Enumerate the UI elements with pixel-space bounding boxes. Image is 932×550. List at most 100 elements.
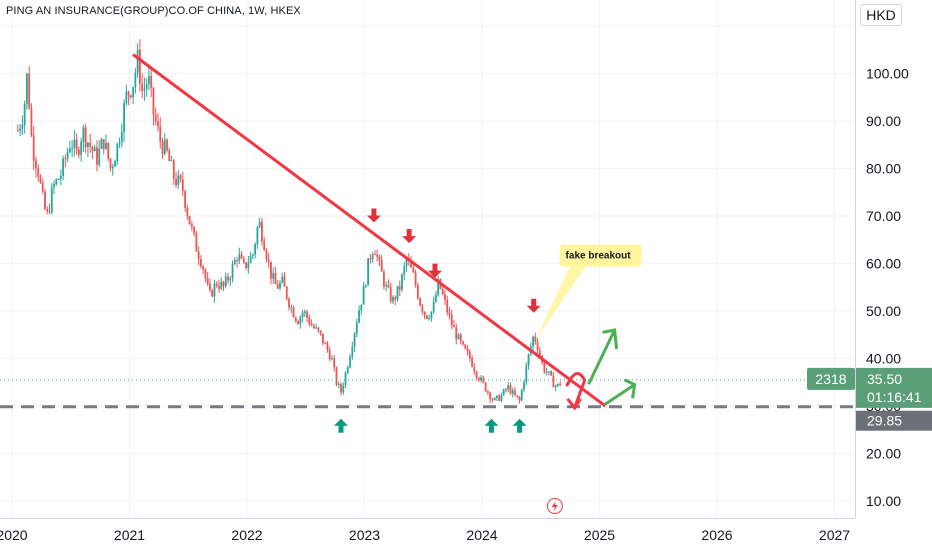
candle-body bbox=[486, 391, 489, 393]
candle-body bbox=[362, 286, 365, 305]
candle-body bbox=[204, 269, 207, 279]
candle-body bbox=[218, 285, 220, 289]
candle-body bbox=[475, 371, 478, 378]
candle-body bbox=[23, 103, 26, 126]
candle-body bbox=[281, 276, 284, 283]
candle-body bbox=[249, 255, 252, 264]
time-tick-label: 2022 bbox=[231, 527, 262, 543]
candle-body bbox=[473, 366, 476, 372]
price-axis[interactable]: 10.0020.0030.0040.0050.0060.0070.0080.00… bbox=[855, 0, 932, 518]
callout-text: fake breakout bbox=[566, 251, 632, 262]
candle-body bbox=[349, 356, 351, 368]
candle-body bbox=[30, 108, 33, 136]
candle-body bbox=[306, 311, 309, 318]
candle-body bbox=[527, 354, 530, 366]
candle-body bbox=[100, 139, 103, 149]
candle-body bbox=[84, 127, 87, 148]
candle-body bbox=[39, 176, 42, 183]
candle-body bbox=[358, 310, 360, 323]
candle-body bbox=[471, 358, 473, 367]
candle-body bbox=[507, 385, 510, 390]
candle-body bbox=[66, 152, 69, 160]
candle-body bbox=[514, 390, 516, 396]
candle-body bbox=[102, 139, 105, 149]
candle-body bbox=[148, 76, 150, 85]
candle-body bbox=[215, 283, 218, 286]
candle-body bbox=[297, 321, 299, 325]
candle-body bbox=[172, 160, 175, 179]
candle-body bbox=[346, 367, 349, 373]
candle-body bbox=[254, 244, 257, 255]
candle-body bbox=[299, 316, 302, 325]
candle-body bbox=[392, 297, 394, 302]
candle-body bbox=[111, 166, 114, 168]
time-axis[interactable]: 2020 2021 2022 2023 2024 2025 2026 2027 bbox=[0, 518, 855, 544]
candle-body bbox=[152, 87, 155, 115]
candle-body bbox=[538, 350, 541, 356]
candle-body bbox=[276, 284, 279, 289]
callout-pointer bbox=[536, 266, 586, 340]
price-tick-label: 60.00 bbox=[866, 256, 901, 272]
candle-body bbox=[340, 383, 342, 393]
candle-body bbox=[96, 147, 98, 165]
bearish-scenario-arrow bbox=[565, 372, 587, 409]
candle-body bbox=[552, 375, 555, 388]
candle-body bbox=[394, 297, 397, 300]
candle-body bbox=[351, 346, 354, 357]
candle-body bbox=[89, 142, 92, 147]
candle-body bbox=[491, 399, 494, 401]
candle-body bbox=[35, 160, 37, 169]
candle-body bbox=[285, 286, 288, 299]
bullish-arrow-head bbox=[602, 328, 619, 350]
candle-body bbox=[367, 258, 370, 286]
symbol-label: 2318 bbox=[815, 371, 846, 387]
candle-body bbox=[292, 307, 295, 318]
candle-body bbox=[32, 135, 35, 161]
candle-body bbox=[482, 377, 485, 383]
candle-body bbox=[396, 286, 399, 300]
candle-body bbox=[355, 322, 358, 334]
price-tick-label: 80.00 bbox=[866, 161, 901, 177]
candle-body bbox=[59, 175, 62, 180]
time-tick-label: 2023 bbox=[349, 527, 380, 543]
candle-body bbox=[175, 178, 177, 186]
candle-body bbox=[421, 305, 424, 312]
candle-body bbox=[227, 276, 229, 281]
candle-body bbox=[50, 187, 53, 213]
candle-body bbox=[231, 264, 234, 279]
candle-body bbox=[211, 290, 214, 297]
candle-body bbox=[127, 91, 130, 96]
candle-body bbox=[37, 168, 40, 177]
candle-body bbox=[319, 330, 322, 334]
candle-body bbox=[93, 147, 96, 152]
candle-body bbox=[91, 146, 94, 152]
candle-body bbox=[326, 343, 329, 351]
price-axis-bg bbox=[856, 0, 932, 518]
candle-body bbox=[256, 227, 259, 245]
candle-body bbox=[143, 88, 146, 91]
candle-body bbox=[459, 334, 462, 342]
up-arrow-icon bbox=[334, 418, 348, 433]
candle-body bbox=[168, 150, 171, 162]
bearish-arrow-head bbox=[566, 397, 582, 411]
candle-body bbox=[274, 272, 277, 285]
candle-body bbox=[186, 207, 189, 216]
candle-body bbox=[518, 396, 521, 401]
candle-body bbox=[322, 333, 324, 344]
candle-body bbox=[138, 49, 141, 84]
lightning-icon bbox=[551, 501, 558, 511]
candle-body bbox=[290, 307, 293, 309]
down-arrow-icon bbox=[366, 208, 381, 223]
currency-selector[interactable]: HKD bbox=[860, 4, 902, 26]
candle-body bbox=[251, 254, 254, 256]
candle-body bbox=[120, 131, 123, 143]
candle-body bbox=[453, 325, 455, 328]
candle-body bbox=[75, 139, 78, 150]
candle-body bbox=[229, 278, 232, 281]
candle-body bbox=[360, 304, 363, 311]
candle-body bbox=[353, 333, 356, 347]
time-tick-label: 2025 bbox=[584, 527, 615, 543]
callout-box bbox=[559, 244, 642, 267]
candle-body bbox=[462, 341, 464, 345]
